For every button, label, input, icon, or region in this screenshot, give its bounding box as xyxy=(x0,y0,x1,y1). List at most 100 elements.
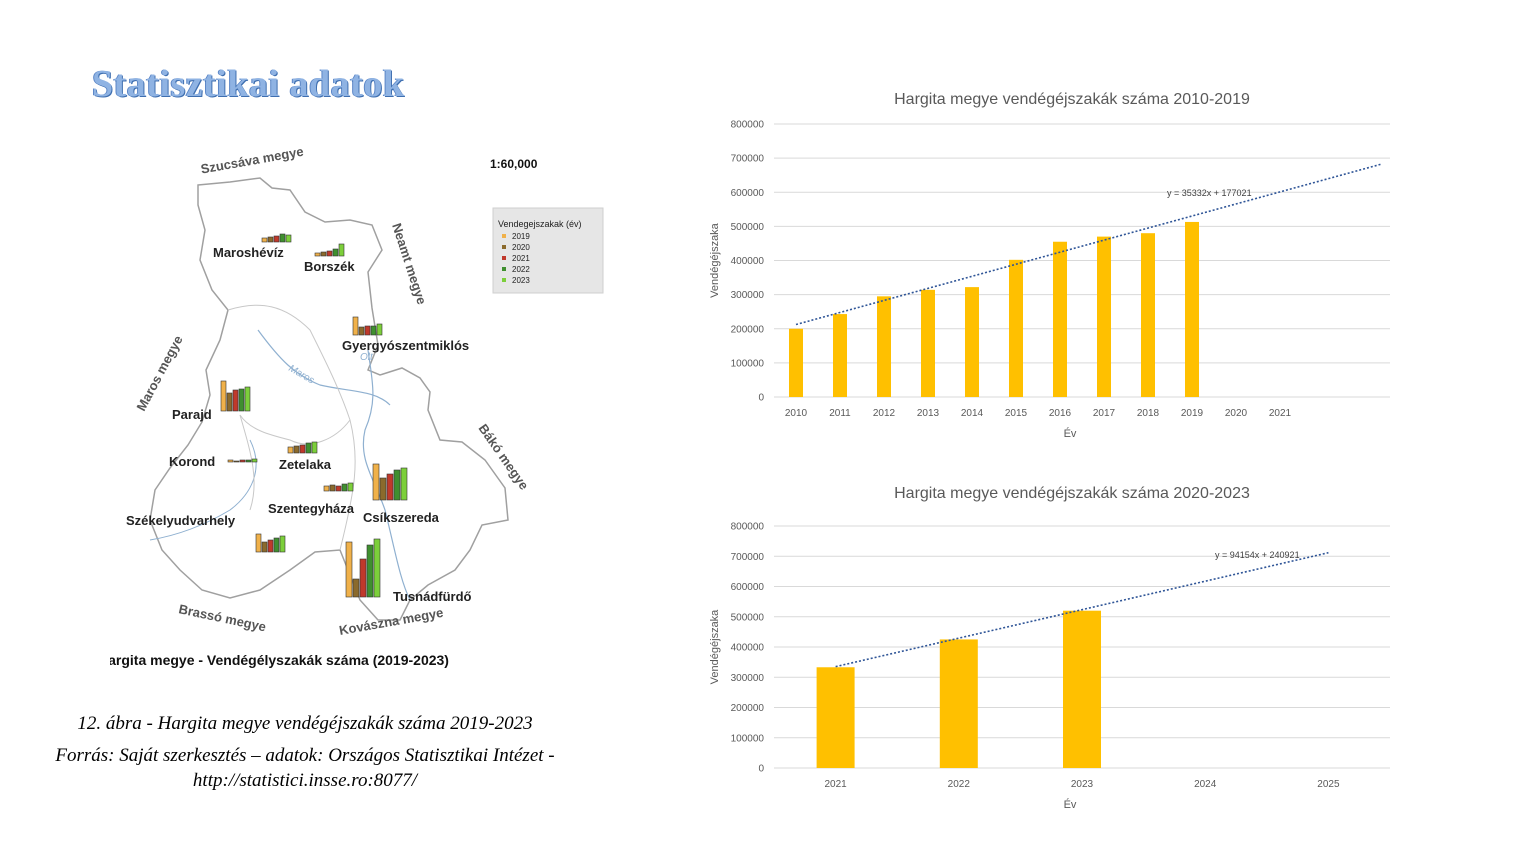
legend-swatch xyxy=(502,256,506,260)
y-tick-label: 300000 xyxy=(731,290,765,301)
map-mini-bar xyxy=(267,539,274,553)
map-mini-bar xyxy=(338,243,345,257)
x-axis-label: Év xyxy=(1064,427,1077,440)
map-mini-bar xyxy=(335,485,342,492)
map-mini-bar xyxy=(285,234,292,243)
y-tick-label: 400000 xyxy=(731,256,765,267)
town-label: Székelyudvarhely xyxy=(126,513,236,528)
x-tick-label: 2021 xyxy=(1269,408,1292,419)
map-legend: Vendegejszakak (év) 2019 2020 2021 2022 2023 xyxy=(492,207,604,294)
x-tick-label: 2012 xyxy=(873,408,896,419)
neighbor-label: Neamt megye xyxy=(389,221,429,306)
y-tick-label: 700000 xyxy=(731,154,765,165)
map-mini-bar xyxy=(386,473,394,501)
bar xyxy=(1053,241,1067,397)
map-mini-bar xyxy=(267,236,274,243)
map-mini-bar xyxy=(332,248,339,257)
river-west xyxy=(149,439,257,541)
y-tick-label: 600000 xyxy=(731,188,765,199)
bar xyxy=(1141,233,1155,397)
map-mini-bar xyxy=(244,386,251,412)
map-mini-bar xyxy=(238,388,245,412)
bar xyxy=(789,328,803,397)
town-label: Maroshévíz xyxy=(213,245,284,260)
figure-caption-line2: Forrás: Saját szerkesztés – adatok: Orsz… xyxy=(55,745,555,766)
town-label: Szentegyháza xyxy=(268,501,355,516)
map-mini-bar xyxy=(220,380,227,412)
y-tick-label: 300000 xyxy=(731,673,765,684)
x-tick-label: 2010 xyxy=(785,408,808,419)
x-tick-label: 2014 xyxy=(961,408,984,419)
town-label: Gyergyószentmiklós xyxy=(342,338,469,353)
map-mini-bar xyxy=(341,483,348,492)
map-mini-bar xyxy=(311,441,318,454)
legend-swatch xyxy=(502,278,506,282)
x-tick-label: 2020 xyxy=(1225,408,1248,419)
map-mini-bar xyxy=(255,533,262,553)
neighbor-label: Maros megye xyxy=(133,333,185,413)
map-mini-bar xyxy=(352,578,360,598)
map-mini-bar xyxy=(299,444,306,454)
chart-2010-2019: Hargita megye vendégéjszakák száma 2010-… xyxy=(709,91,1390,440)
bar xyxy=(1097,236,1111,397)
map-mini-bar xyxy=(358,326,365,336)
map-mini-bar xyxy=(232,389,239,412)
map-mini-bar xyxy=(379,477,387,501)
chart-title: Hargita megye vendégéjszakák száma 2020-… xyxy=(894,485,1250,502)
river-olt xyxy=(362,349,411,601)
map-mini-bar xyxy=(233,460,240,463)
x-tick-label: 2018 xyxy=(1137,408,1160,419)
legend-swatch xyxy=(502,245,506,249)
map-mini-bar xyxy=(305,442,312,454)
map-mini-bar xyxy=(314,252,321,257)
legend-year: 2020 xyxy=(512,243,530,252)
y-tick-label: 100000 xyxy=(731,733,765,744)
y-tick-label: 0 xyxy=(758,764,764,775)
map-mini-bar xyxy=(245,459,252,463)
chart-2020-2023: Hargita megye vendégéjszakák száma 2020-… xyxy=(709,485,1390,811)
x-tick-label: 2019 xyxy=(1181,408,1204,419)
legend-title: Vendegejszakak (év) xyxy=(498,219,582,229)
map-mini-bar xyxy=(345,541,353,598)
bar xyxy=(921,289,935,397)
map-mini-bar xyxy=(326,250,333,257)
y-tick-label: 100000 xyxy=(731,358,765,369)
x-axis-label: Év xyxy=(1064,798,1077,811)
map-caption: Hargita megye - Vendégélyszakák száma (2… xyxy=(110,652,449,668)
map-mini-bar xyxy=(279,535,286,553)
town-label: Borszék xyxy=(304,259,355,274)
legend-year: 2019 xyxy=(512,232,530,241)
y-tick-label: 500000 xyxy=(731,222,765,233)
trendline-equation: y = 94154x + 240921 xyxy=(1215,550,1300,560)
map-mini-bar xyxy=(320,251,327,257)
y-axis-label: Vendégéjszaka xyxy=(709,609,721,684)
x-tick-label: 2016 xyxy=(1049,408,1072,419)
town-label: Csíkszereda xyxy=(363,510,440,525)
map-mini-bar xyxy=(239,459,246,463)
map-mini-bar xyxy=(347,482,354,492)
figure-caption-line3: http://statistici.insse.ro:8077/ xyxy=(192,770,418,791)
x-tick-label: 2024 xyxy=(1194,779,1217,790)
chart-title: Hargita megye vendégéjszakák száma 2010-… xyxy=(894,91,1250,108)
trendline xyxy=(795,163,1382,326)
y-tick-label: 800000 xyxy=(731,120,765,131)
y-tick-label: 500000 xyxy=(731,612,765,623)
legend-year: 2022 xyxy=(512,265,530,274)
map-mini-bar xyxy=(364,325,371,336)
map-mini-bar xyxy=(273,537,280,553)
map-scale: 1:60,000 xyxy=(490,157,538,171)
y-tick-label: 400000 xyxy=(731,643,765,654)
bar xyxy=(833,314,847,397)
map-mini-bar xyxy=(376,323,383,336)
map-mini-bar xyxy=(251,458,258,463)
y-tick-label: 800000 xyxy=(731,522,765,533)
bar xyxy=(1009,259,1023,397)
internal-border-2 xyxy=(239,414,356,551)
y-tick-label: 0 xyxy=(758,393,764,404)
trendline xyxy=(835,551,1329,668)
bar xyxy=(816,667,855,768)
legend-swatch xyxy=(502,234,506,238)
bar xyxy=(939,639,978,768)
y-tick-label: 200000 xyxy=(731,703,765,714)
town-label: Tusnádfürdő xyxy=(393,589,472,604)
